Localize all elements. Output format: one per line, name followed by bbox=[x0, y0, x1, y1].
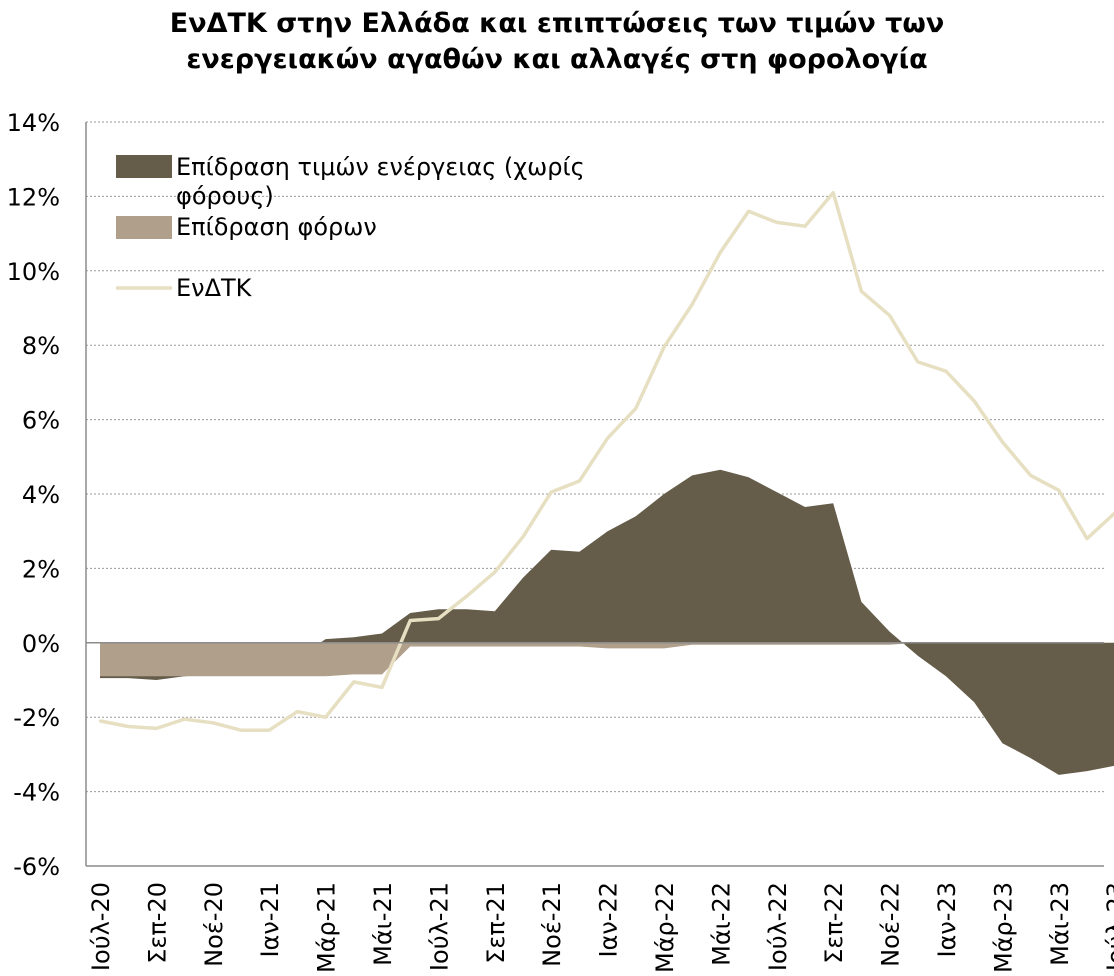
data-point bbox=[747, 210, 750, 213]
data-point bbox=[183, 717, 186, 721]
y-tick-label: 0% bbox=[22, 630, 60, 658]
y-tick-label: 4% bbox=[22, 481, 60, 509]
x-tick-label: Σεπ-20 bbox=[143, 882, 171, 964]
data-point bbox=[775, 221, 778, 224]
area-series-2 bbox=[100, 642, 1114, 677]
data-point bbox=[1029, 474, 1032, 477]
data-point bbox=[268, 729, 271, 732]
x-tick-label: Ιούλ-20 bbox=[87, 882, 115, 971]
data-point bbox=[155, 727, 158, 730]
chart-title-line-2: ενεργειακών αγαθών και αλλαγές στη φορολ… bbox=[186, 44, 928, 75]
data-point bbox=[465, 595, 468, 598]
x-tick-label: Ιαν-23 bbox=[933, 882, 961, 958]
data-point bbox=[1057, 489, 1061, 492]
y-tick-label: -4% bbox=[13, 779, 60, 807]
data-point bbox=[409, 619, 412, 622]
data-point bbox=[493, 570, 496, 574]
y-tick-label: 6% bbox=[22, 407, 60, 435]
legend-swatch-taxes bbox=[116, 216, 172, 239]
data-point bbox=[550, 490, 553, 494]
data-point bbox=[691, 303, 694, 306]
area-series-1 bbox=[100, 469, 1114, 775]
y-tick-label: 12% bbox=[7, 183, 60, 211]
data-point bbox=[944, 370, 948, 373]
x-tick-label: Μάι-22 bbox=[707, 882, 735, 966]
legend-label-taxes: Επίδραση φόρων bbox=[176, 213, 377, 241]
data-point bbox=[1085, 537, 1089, 540]
x-tick-label: Ιούλ-23 bbox=[1102, 882, 1114, 971]
x-tick-label: Ιαν-21 bbox=[256, 882, 284, 958]
data-point bbox=[127, 725, 130, 728]
legend-label-enDTK: ΕνΔΤΚ bbox=[176, 274, 253, 302]
data-point bbox=[239, 729, 243, 732]
line-series bbox=[98, 190, 1114, 732]
data-point bbox=[324, 716, 327, 719]
data-point bbox=[1001, 440, 1004, 444]
area-series bbox=[100, 469, 1114, 775]
x-tick-label: Μάρ-23 bbox=[989, 882, 1017, 973]
x-tick-label: Ιούλ-21 bbox=[425, 882, 453, 971]
data-point bbox=[437, 617, 440, 620]
data-point bbox=[211, 721, 214, 724]
data-point bbox=[606, 437, 609, 440]
x-tick-label: Μάι-21 bbox=[369, 882, 397, 966]
x-tick-label: Μάρ-21 bbox=[313, 882, 341, 973]
y-tick-label: -6% bbox=[13, 853, 60, 881]
data-point bbox=[973, 399, 976, 403]
x-tick-label: Μάι-23 bbox=[1046, 882, 1074, 966]
chart-title-line-1: ΕνΔΤΚ στην Ελλάδα και επιπτώσεις των τιμ… bbox=[169, 8, 945, 39]
data-point bbox=[296, 710, 299, 713]
x-tick-label: Σεπ-22 bbox=[820, 882, 848, 964]
data-point bbox=[98, 719, 102, 723]
y-tick-label: 2% bbox=[22, 555, 60, 583]
x-tick-label: Ιούλ-22 bbox=[764, 882, 792, 971]
data-point bbox=[634, 407, 637, 410]
x-tick-label: Ιαν-22 bbox=[595, 882, 623, 958]
y-tick-label: 10% bbox=[7, 258, 60, 286]
data-point bbox=[860, 290, 863, 293]
legend: Επίδραση τιμών ενέργειας (χωρίς φόρους) Επ… bbox=[116, 153, 585, 302]
legend-swatch-energy bbox=[116, 155, 172, 178]
data-point bbox=[888, 314, 891, 317]
x-tick-label: Νοέ-20 bbox=[200, 882, 228, 967]
y-tick-label: 14% bbox=[7, 109, 60, 137]
data-point bbox=[803, 224, 807, 228]
x-tick-label: Νοέ-22 bbox=[877, 882, 905, 967]
x-tick-label: Μάρ-22 bbox=[651, 882, 679, 973]
data-point bbox=[662, 345, 666, 349]
data-point bbox=[832, 191, 835, 194]
x-tick-label: Νοέ-21 bbox=[538, 882, 566, 967]
data-point bbox=[521, 535, 525, 538]
data-point bbox=[578, 479, 581, 483]
data-point bbox=[352, 680, 355, 684]
x-tick-label: Σεπ-21 bbox=[482, 882, 510, 964]
chart-title: ΕνΔΤΚ στην Ελλάδα και επιπτώσεις των τιμ… bbox=[0, 6, 1114, 78]
y-tick-label: -2% bbox=[13, 704, 60, 732]
data-point bbox=[916, 360, 919, 364]
legend-label-energy: Επίδραση τιμών ενέργειας (χωρίς φόρους) bbox=[176, 153, 585, 210]
data-point bbox=[719, 251, 722, 254]
data-point bbox=[380, 686, 384, 689]
axes: 14% 12% 10% 8% 6% 4% 2% 0% -2% -4% -6% Ιούλ-20 Σεπ-2… bbox=[7, 109, 1114, 973]
y-tick-label: 8% bbox=[22, 332, 60, 360]
